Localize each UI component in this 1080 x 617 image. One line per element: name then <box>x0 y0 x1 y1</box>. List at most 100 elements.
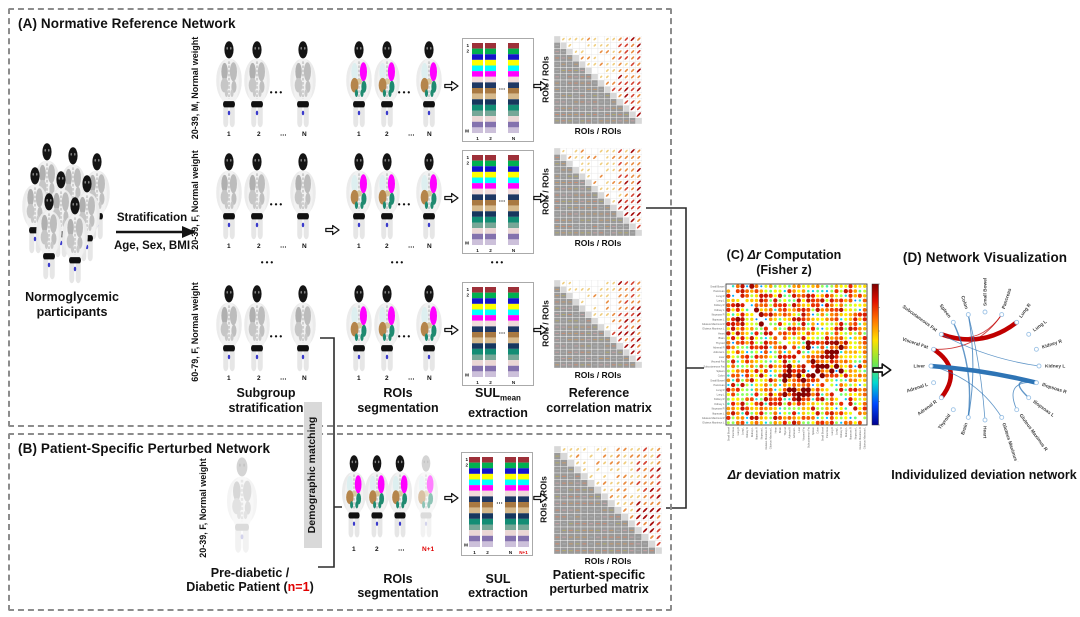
svg-text:Small Bowel: Small Bowel <box>820 427 824 442</box>
matrix-x-axis-label: ROIs / ROIs <box>574 370 622 380</box>
svg-text:Thyroid: Thyroid <box>783 426 787 435</box>
title-text: Computation <box>760 248 842 262</box>
segmented-body-figure <box>342 40 376 132</box>
deviation-heatmap: Small Bowel Small Bowel Pancreas Pancreas Lu… <box>686 281 882 465</box>
caption-rois-segmentation-a: ROIs segmentation <box>330 386 466 416</box>
index-label: ⋯ <box>280 132 287 139</box>
svg-text:Iliopsoas L: Iliopsoas L <box>853 426 857 439</box>
panel-b-title: (B) Patient-Specific Perturbed Network <box>18 441 271 456</box>
index-label: 1 <box>227 375 231 382</box>
subject-indices: 1 2 ⋯ N <box>212 131 342 141</box>
svg-text:Iliopsoas R: Iliopsoas R <box>712 313 725 317</box>
ellipsis: ••• <box>397 88 413 97</box>
svg-text:Heart: Heart <box>982 426 988 439</box>
svg-text:Pancreas: Pancreas <box>825 426 829 438</box>
caption-line: SUL <box>485 572 511 586</box>
index-label: ⋯ <box>280 376 287 383</box>
index-label: N <box>302 243 307 250</box>
svg-text:Iliopsoas L: Iliopsoas L <box>712 317 725 321</box>
pet-body-figure <box>212 284 246 376</box>
patient-label-text: Diabetic Patient ( <box>186 580 288 594</box>
svg-text:Kidney R: Kidney R <box>1041 338 1063 350</box>
ellipsis: ••• <box>269 200 285 209</box>
matrix-x-axis-label: ROIs / ROIs <box>574 238 622 248</box>
deviation-network-plot: Small Bowel Pancreas Lung R Lung L Kidney R K… <box>898 270 1073 466</box>
flow-arrow-icon <box>872 362 892 378</box>
caption-line: perturbed matrix <box>549 582 649 596</box>
segmented-body-figure <box>412 40 446 132</box>
svg-text:Subcutaneous Fat: Subcutaneous Fat <box>806 427 810 448</box>
index-label: N+1 <box>422 546 435 553</box>
caption-line: stratification <box>228 401 304 415</box>
patient-perturbed-matrix <box>553 445 663 555</box>
svg-text:2: 2 <box>486 550 489 555</box>
panel-c-caption: Δr deviation matrix <box>686 468 882 483</box>
ellipsis: ••• <box>397 332 413 341</box>
segmented-body-figure <box>370 152 404 244</box>
panel-d-caption: Individulized deviation network <box>891 468 1077 482</box>
patient-body-figure <box>222 456 262 558</box>
svg-text:Kidney L: Kidney L <box>714 308 725 312</box>
svg-text:Iliopsoas L: Iliopsoas L <box>759 426 763 439</box>
svg-text:2: 2 <box>466 293 469 298</box>
svg-text:Gluteus Maximus R: Gluteus Maximus R <box>702 416 725 420</box>
caption-reference-matrix: Reference correlation matrix <box>526 386 672 416</box>
caption-line: Reference <box>568 386 630 400</box>
subject-indices: 1 2 ⋯ N+1 <box>338 546 468 556</box>
svg-text:Kidney R: Kidney R <box>839 427 843 438</box>
svg-text:M: M <box>465 241 469 246</box>
svg-text:1: 1 <box>466 43 469 48</box>
patient-label-line1: Pre-diabetic / <box>210 566 290 580</box>
flow-arrow-icon <box>444 192 459 204</box>
svg-text:Lung R: Lung R <box>716 294 724 298</box>
svg-text:Gluteus Maximus R: Gluteus Maximus R <box>764 427 768 450</box>
svg-text:Pancreas: Pancreas <box>714 383 726 387</box>
svg-text:Gluteus Maximus L: Gluteus Maximus L <box>1000 422 1019 462</box>
patient-label: Pre-diabetic / Diabetic Patient (n=1) <box>160 566 340 594</box>
panel-c-title-line2: (Fisher z) <box>756 263 812 277</box>
svg-text:Lung L: Lung L <box>1032 319 1049 333</box>
svg-text:Gluteus Maximus L: Gluteus Maximus L <box>863 426 867 449</box>
svg-text:Heart: Heart <box>773 427 777 434</box>
caption-perturbed-matrix: Patient-specific perturbed matrix <box>524 568 674 596</box>
caption-rois-segmentation-b: ROIs segmentation <box>330 572 466 600</box>
svg-text:M: M <box>465 129 469 134</box>
segmented-body-figure <box>370 40 404 132</box>
svg-text:Visceral Fat: Visceral Fat <box>802 427 806 441</box>
delta-r-symbol: Δr <box>747 248 761 262</box>
caption-line: segmentation <box>357 401 439 415</box>
svg-text:Spleen: Spleen <box>811 426 815 435</box>
segmented-body-figure <box>342 152 376 244</box>
caption-subgroup-stratification: Subgroup stratification <box>196 386 336 416</box>
svg-text:Liver: Liver <box>797 427 801 433</box>
index-label: N <box>427 375 432 382</box>
sul-columns-box: 1 2 M ⋯ 1 2 N <box>462 150 534 254</box>
svg-text:M: M <box>464 543 468 548</box>
crowd-label: Normoglycemic participants <box>2 290 142 320</box>
svg-text:Gluteus Maximus L: Gluteus Maximus L <box>769 426 773 449</box>
svg-text:⋯: ⋯ <box>499 198 506 205</box>
svg-text:M: M <box>465 373 469 378</box>
svg-text:N: N <box>509 550 513 555</box>
index-label: N <box>427 131 432 138</box>
segmented-body-figure <box>342 284 376 376</box>
ellipsis: ••• <box>260 258 276 267</box>
pet-body-figure <box>286 284 320 376</box>
svg-text:Brain: Brain <box>718 336 725 340</box>
pet-body-figure <box>286 40 320 132</box>
svg-text:Gluteus Maximus L: Gluteus Maximus L <box>702 421 725 425</box>
flow-arrow-icon <box>533 324 548 336</box>
svg-text:Kidney L: Kidney L <box>750 426 754 437</box>
svg-text:1: 1 <box>476 136 479 141</box>
crowd-label-line2: participants <box>36 305 108 319</box>
svg-text:Iliopsoas R: Iliopsoas R <box>1041 382 1068 396</box>
svg-text:Lung L: Lung L <box>717 393 725 397</box>
svg-text:Adrenal R: Adrenal R <box>713 346 725 350</box>
caption-line: correlation matrix <box>546 401 652 415</box>
row1-demographic-label: 20-39, M, Normal weight <box>190 36 200 140</box>
sul-subscript: mean <box>500 393 521 403</box>
segmented-body-figure <box>412 284 446 376</box>
svg-text:Lung R: Lung R <box>1018 302 1033 319</box>
index-label: N <box>302 131 307 138</box>
svg-text:1: 1 <box>476 248 479 253</box>
